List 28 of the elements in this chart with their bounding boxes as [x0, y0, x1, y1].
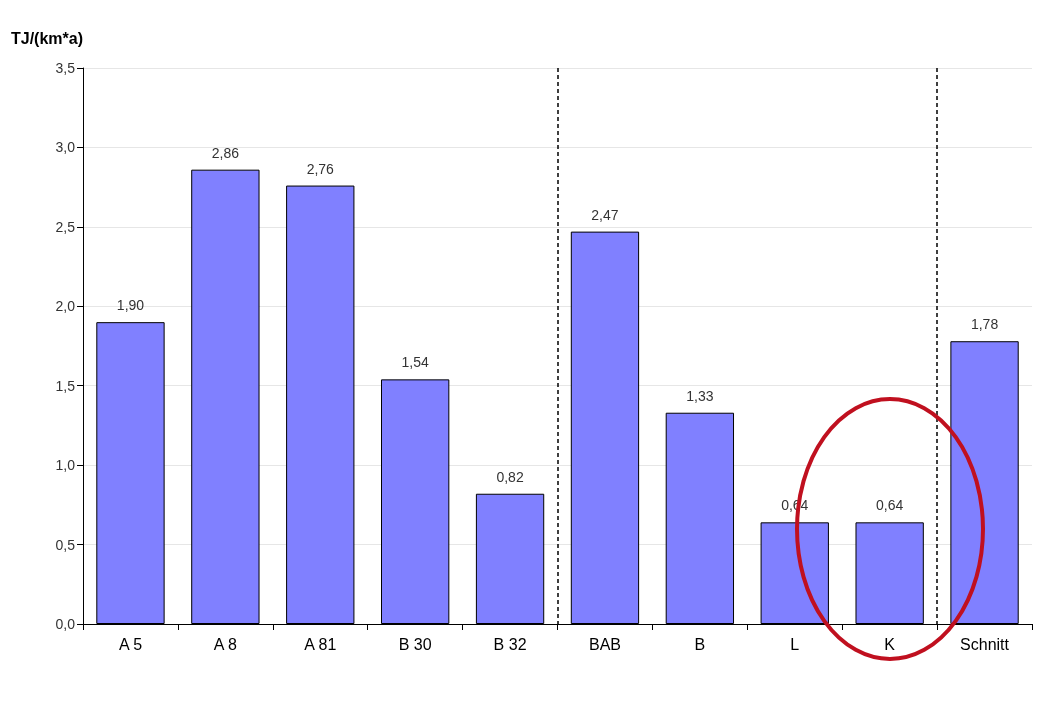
data-label: 2,86: [211, 144, 240, 161]
y-tick-label: 3,5: [55, 60, 76, 76]
x-tick-label: Schnitt: [960, 635, 1010, 653]
data-label: 1,33: [686, 387, 714, 404]
y-tick-label: 0,5: [55, 536, 76, 553]
y-tick-label: 1,5: [55, 377, 76, 394]
y-tick-label: 2,0: [55, 298, 76, 315]
x-tick-label: L: [790, 635, 800, 653]
x-tick-label: A 5: [118, 635, 143, 653]
data-label: 1,90: [116, 297, 145, 314]
x-tick-label: A 8: [213, 635, 238, 653]
y-axis-title: TJ/(km*a): [10, 29, 84, 47]
data-label: 2,76: [306, 160, 335, 177]
y-tick-label: 0,0: [55, 616, 76, 632]
x-tick-label: BAB: [588, 635, 621, 653]
x-tick-label: B: [694, 635, 706, 653]
data-label: 1,54: [401, 354, 429, 371]
x-tick-label: K: [884, 635, 896, 653]
x-tick-label: A 81: [304, 635, 337, 653]
y-tick-label: 3,0: [55, 139, 76, 156]
x-tick-label: B 30: [398, 635, 432, 653]
data-label: 0,82: [496, 468, 524, 485]
x-tick-label: B 32: [493, 635, 527, 653]
y-tick-label: 2,5: [55, 218, 76, 235]
data-label: 0,64: [876, 497, 904, 514]
y-tick-label: 1,0: [55, 457, 76, 474]
data-label: 1,78: [970, 316, 999, 333]
data-label: 2,47: [591, 206, 619, 223]
